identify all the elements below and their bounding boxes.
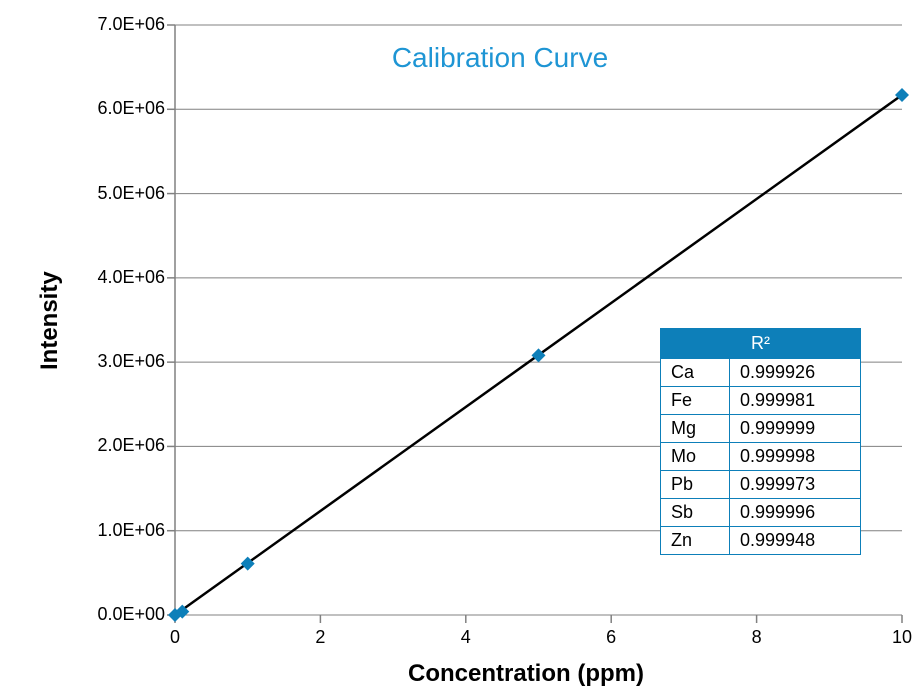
r2-table-row: Pb0.999973 xyxy=(661,471,861,499)
r2-element-cell: Zn xyxy=(661,527,730,555)
r2-table-row: Fe0.999981 xyxy=(661,387,861,415)
r2-element-cell: Pb xyxy=(661,471,730,499)
r2-value-cell: 0.999998 xyxy=(730,443,861,471)
r2-table: R² Ca0.999926Fe0.999981Mg0.999999Mo0.999… xyxy=(660,328,861,555)
r2-value-cell: 0.999981 xyxy=(730,387,861,415)
r2-value-cell: 0.999996 xyxy=(730,499,861,527)
r2-table-row: Sb0.999996 xyxy=(661,499,861,527)
r2-element-cell: Mo xyxy=(661,443,730,471)
r2-value-cell: 0.999948 xyxy=(730,527,861,555)
r2-element-cell: Ca xyxy=(661,359,730,387)
r2-value-cell: 0.999926 xyxy=(730,359,861,387)
r2-element-cell: Sb xyxy=(661,499,730,527)
r2-table-row: Mo0.999998 xyxy=(661,443,861,471)
chart-container: Calibration Curve Intensity Concentratio… xyxy=(0,0,922,700)
r2-value-cell: 0.999973 xyxy=(730,471,861,499)
r2-element-cell: Fe xyxy=(661,387,730,415)
r2-table-row: Mg0.999999 xyxy=(661,415,861,443)
r2-table-header: R² xyxy=(661,329,861,359)
r2-element-cell: Mg xyxy=(661,415,730,443)
r2-table-row: Zn0.999948 xyxy=(661,527,861,555)
r2-value-cell: 0.999999 xyxy=(730,415,861,443)
r2-table-row: Ca0.999926 xyxy=(661,359,861,387)
